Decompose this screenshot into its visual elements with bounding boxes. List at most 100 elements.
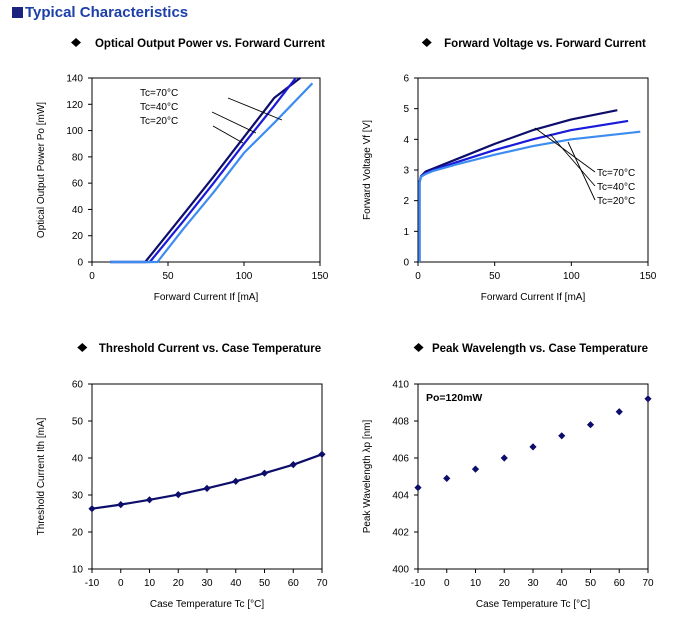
chart-title: Threshold Current vs. Case Temperature: [99, 343, 321, 355]
x-tick-label: 150: [640, 271, 657, 282]
chart-title: Peak Wavelength vs. Case Temperature: [432, 343, 648, 355]
data-point-marker: [471, 465, 480, 473]
legend-label-3: Tc=20°C: [140, 116, 178, 127]
chart-title-group: Optical Output Power vs. Forward Current: [71, 38, 325, 50]
x-tick-label: 0: [415, 271, 421, 282]
x-tick-label: 10: [144, 578, 156, 589]
legend-pointer-line: [534, 127, 596, 173]
y-tick-label: 20: [72, 528, 84, 539]
y-tick-label: 404: [392, 491, 409, 502]
x-axis-label: Case Temperature Tc [°C]: [150, 599, 264, 610]
title-diamond-icon: [421, 38, 432, 47]
legend-label-3: Tc=20°C: [597, 196, 635, 207]
legend-label-1: Tc=70°C: [597, 168, 635, 179]
x-tick-label: 20: [173, 578, 185, 589]
data-point-marker: [260, 469, 269, 477]
data-point-marker: [443, 474, 451, 482]
x-tick-label: 70: [316, 578, 328, 589]
y-tick-label: 0: [403, 258, 409, 269]
data-point-marker: [318, 450, 326, 458]
x-tick-label: 50: [162, 271, 174, 282]
legend-pointer-line: [211, 111, 257, 134]
y-tick-label: 6: [403, 74, 409, 85]
legend-label-2: Tc=40°C: [140, 102, 178, 113]
data-point-marker: [615, 408, 623, 416]
x-tick-label: -10: [85, 578, 100, 589]
plot-frame: [91, 383, 323, 570]
section-heading-text: Typical Characteristics: [25, 4, 189, 21]
data-point-marker: [88, 505, 96, 513]
title-diamond-icon: [77, 343, 88, 352]
data-point-marker: [203, 484, 211, 492]
x-tick-label: -10: [411, 578, 426, 589]
y-tick-label: 5: [403, 104, 409, 115]
x-tick-label: 20: [499, 578, 511, 589]
y-tick-label: 3: [403, 166, 409, 177]
x-axis-label: Case Temperature Tc [°C]: [476, 599, 590, 610]
legend-pointer-line: [549, 133, 596, 187]
x-tick-label: 30: [201, 578, 213, 589]
data-point-marker: [174, 491, 182, 499]
series-line-1: [418, 109, 618, 262]
y-tick-label: 402: [392, 528, 409, 539]
section-heading: Typical Characteristics: [12, 4, 188, 21]
x-tick-label: 0: [89, 271, 95, 282]
legend-label-2: Tc=40°C: [597, 182, 635, 193]
data-point-marker: [586, 421, 595, 429]
y-tick-label: 40: [72, 205, 84, 216]
title-diamond-icon: [413, 343, 424, 352]
x-tick-label: 50: [585, 578, 597, 589]
y-tick-label: 100: [66, 126, 83, 137]
data-point-marker: [145, 496, 154, 504]
y-tick-label: 60: [72, 380, 84, 391]
plot-frame: [417, 383, 649, 570]
chart-3: Threshold Current vs. Case Temperature -1…: [36, 343, 328, 610]
y-tick-label: 40: [72, 454, 84, 465]
y-tick-label: 50: [72, 417, 84, 428]
y-tick-label: 406: [392, 454, 409, 465]
data-point-marker: [558, 432, 566, 440]
y-tick-label: 30: [72, 491, 84, 502]
data-point-marker: [414, 484, 422, 492]
chart-title-group: Peak Wavelength vs. Case Temperature: [413, 343, 648, 355]
data-point-marker: [529, 443, 537, 451]
y-tick-label: 120: [66, 100, 83, 111]
plot-frame: [91, 77, 321, 263]
data-point-marker: [117, 501, 125, 509]
y-axis-label: Threshold Current Ith [mA]: [36, 417, 47, 535]
x-tick-label: 10: [470, 578, 482, 589]
y-tick-label: 4: [403, 135, 409, 146]
legend-pointer-line: [227, 97, 283, 121]
data-point-marker: [289, 461, 297, 469]
data-point-marker: [500, 454, 508, 462]
y-tick-label: 60: [72, 179, 84, 190]
x-tick-label: 60: [288, 578, 300, 589]
x-tick-label: 0: [118, 578, 124, 589]
x-tick-label: 60: [614, 578, 626, 589]
y-tick-label: 2: [403, 196, 409, 207]
series-line-1: [91, 453, 323, 510]
legend-pointer-line: [212, 125, 244, 144]
chart-1: Optical Output Power vs. Forward Current…: [36, 38, 329, 303]
series-line-3: [110, 82, 314, 264]
x-tick-label: 100: [236, 271, 253, 282]
x-axis-label: Forward Current If [mA]: [154, 292, 259, 303]
y-tick-label: 410: [392, 380, 409, 391]
y-tick-label: 0: [77, 258, 83, 269]
data-point-marker: [232, 477, 240, 485]
y-tick-label: 80: [72, 152, 84, 163]
y-axis-label: Optical Output Power Po [mW]: [36, 102, 47, 238]
chart-annotation: Po=120mW: [426, 392, 482, 404]
title-diamond-icon: [71, 38, 81, 47]
x-tick-label: 50: [489, 271, 501, 282]
y-tick-label: 408: [392, 417, 409, 428]
x-tick-label: 40: [230, 578, 242, 589]
chart-title: Forward Voltage vs. Forward Current: [444, 38, 646, 50]
chart-title-group: Forward Voltage vs. Forward Current: [421, 38, 646, 50]
legend-label-1: Tc=70°C: [140, 88, 178, 99]
chart-title-group: Threshold Current vs. Case Temperature: [77, 343, 321, 355]
x-axis-label: Forward Current If [mA]: [481, 292, 586, 303]
y-tick-label: 400: [392, 565, 409, 576]
